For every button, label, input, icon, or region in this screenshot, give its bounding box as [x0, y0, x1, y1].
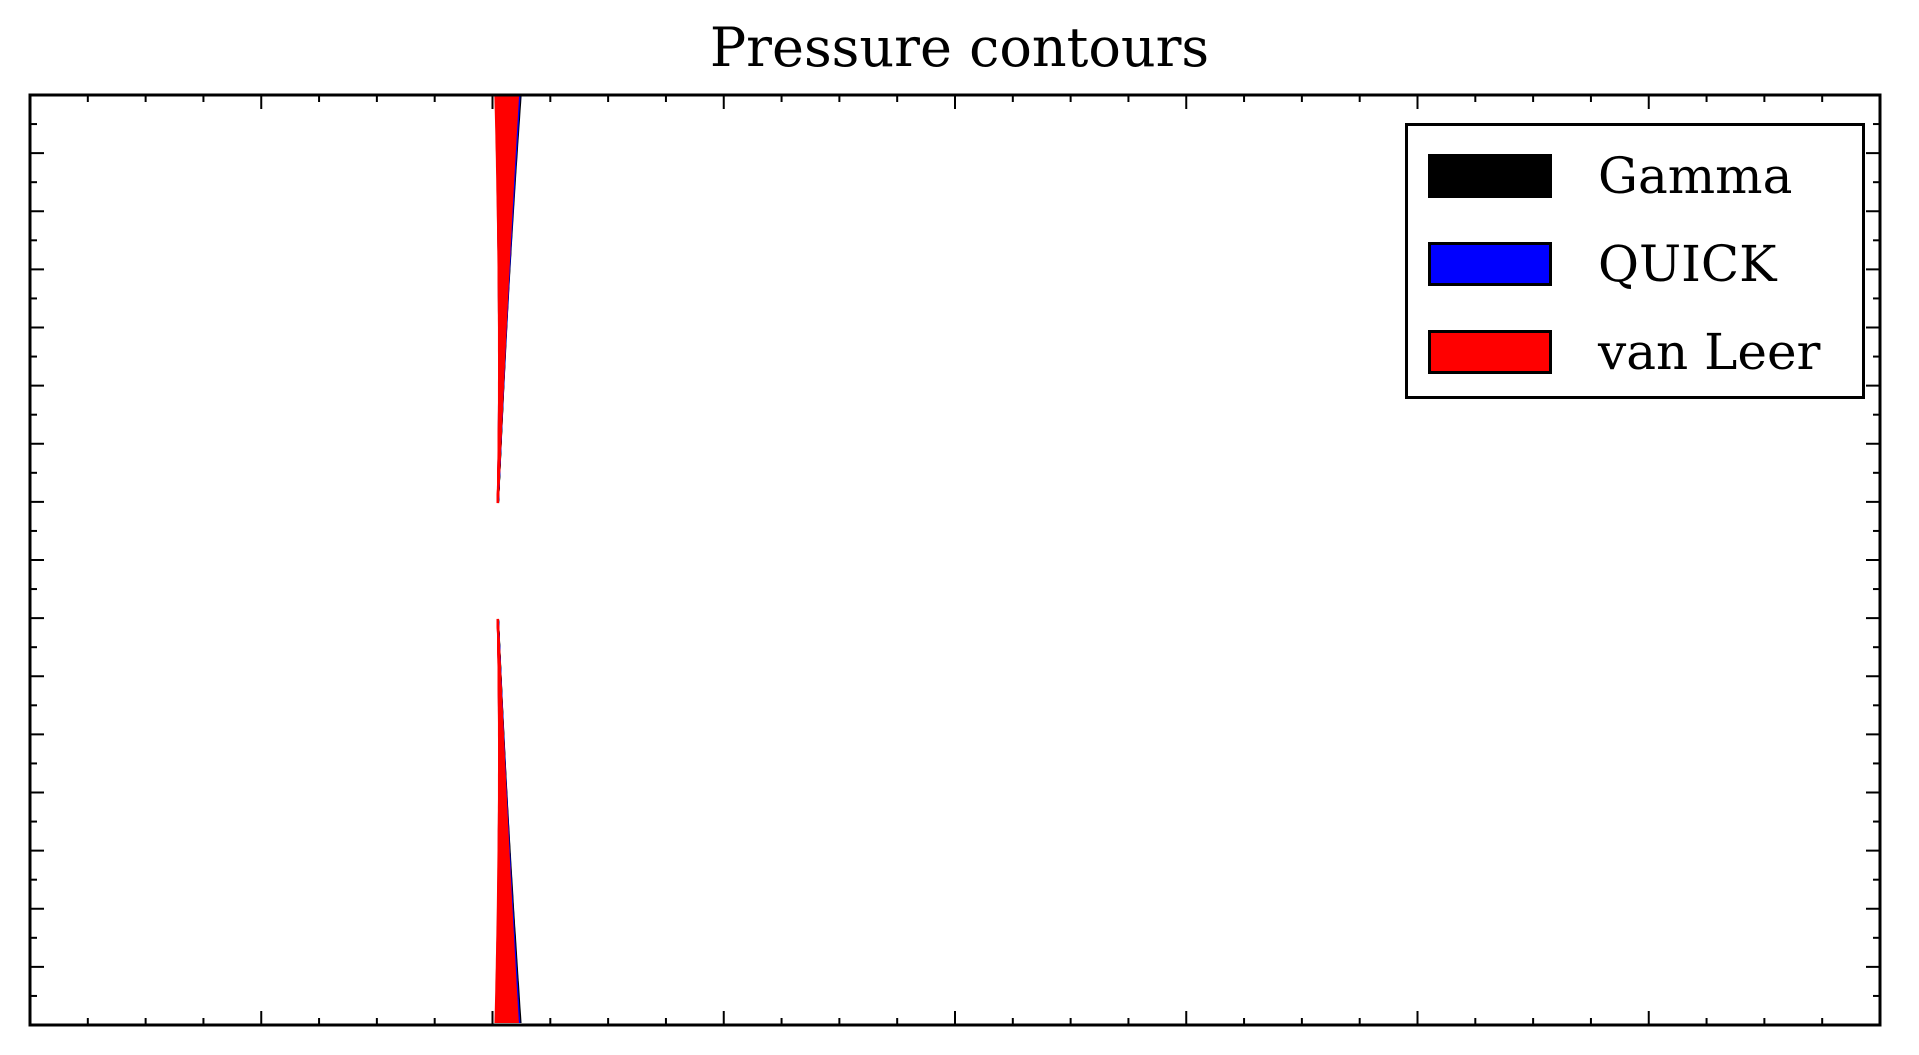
axis-ticks — [29, 94, 1881, 1026]
legend-item-vanleer: van Leer — [1408, 322, 1862, 382]
legend-label-vanleer: van Leer — [1598, 323, 1821, 381]
chart-title: Pressure contours — [709, 16, 1210, 79]
legend-swatch-gamma — [1428, 154, 1552, 198]
legend-item-gamma: Gamma — [1408, 146, 1862, 206]
contour-series-van-leer — [494, 95, 520, 1024]
legend-label-gamma: Gamma — [1598, 147, 1793, 205]
legend-item-quick: QUICK — [1408, 234, 1862, 294]
legend-label-quick: QUICK — [1598, 235, 1777, 293]
cylinder-obstacle — [437, 503, 553, 619]
legend: Gamma QUICK van Leer — [1405, 123, 1865, 399]
legend-swatch-vanleer — [1428, 330, 1552, 374]
legend-swatch-quick — [1428, 242, 1552, 286]
